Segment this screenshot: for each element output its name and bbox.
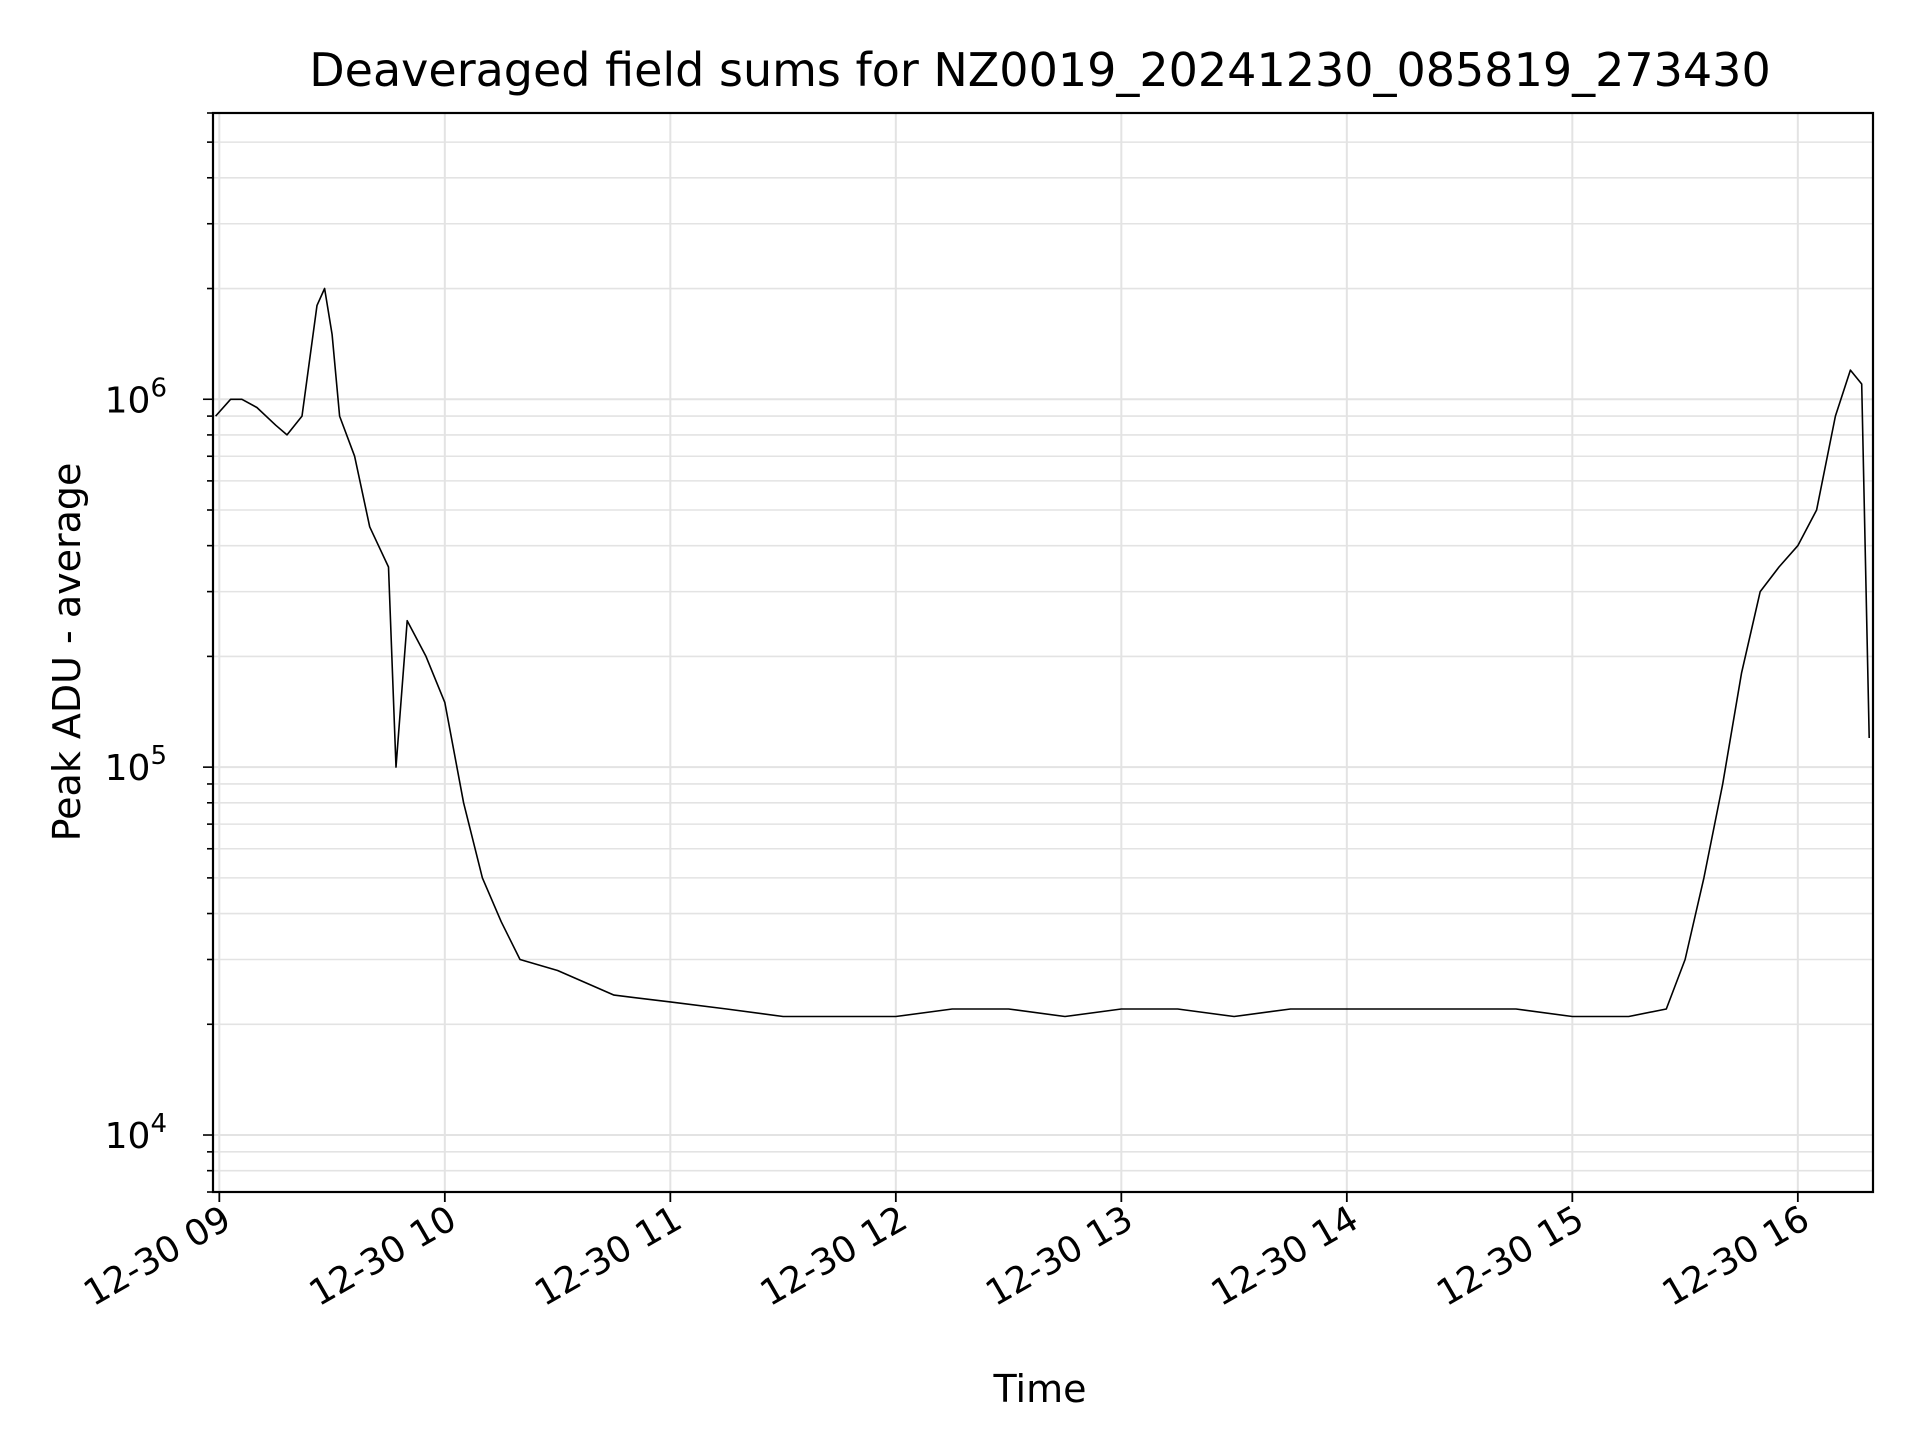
x-axis-label: Time <box>993 1367 1087 1411</box>
y-tick-label: 106 <box>105 373 167 421</box>
chart-title: Deaveraged field sums for NZ0019_2024123… <box>309 43 1770 97</box>
y-axis-label: Peak ADU - average <box>45 463 89 842</box>
y-tick-label: 105 <box>105 741 167 789</box>
grid <box>213 112 1873 1193</box>
y-tick-label: 104 <box>105 1109 167 1157</box>
data-series-line <box>215 287 1870 1018</box>
axes-frame <box>211 111 1875 1194</box>
plot-area <box>215 287 1870 1018</box>
